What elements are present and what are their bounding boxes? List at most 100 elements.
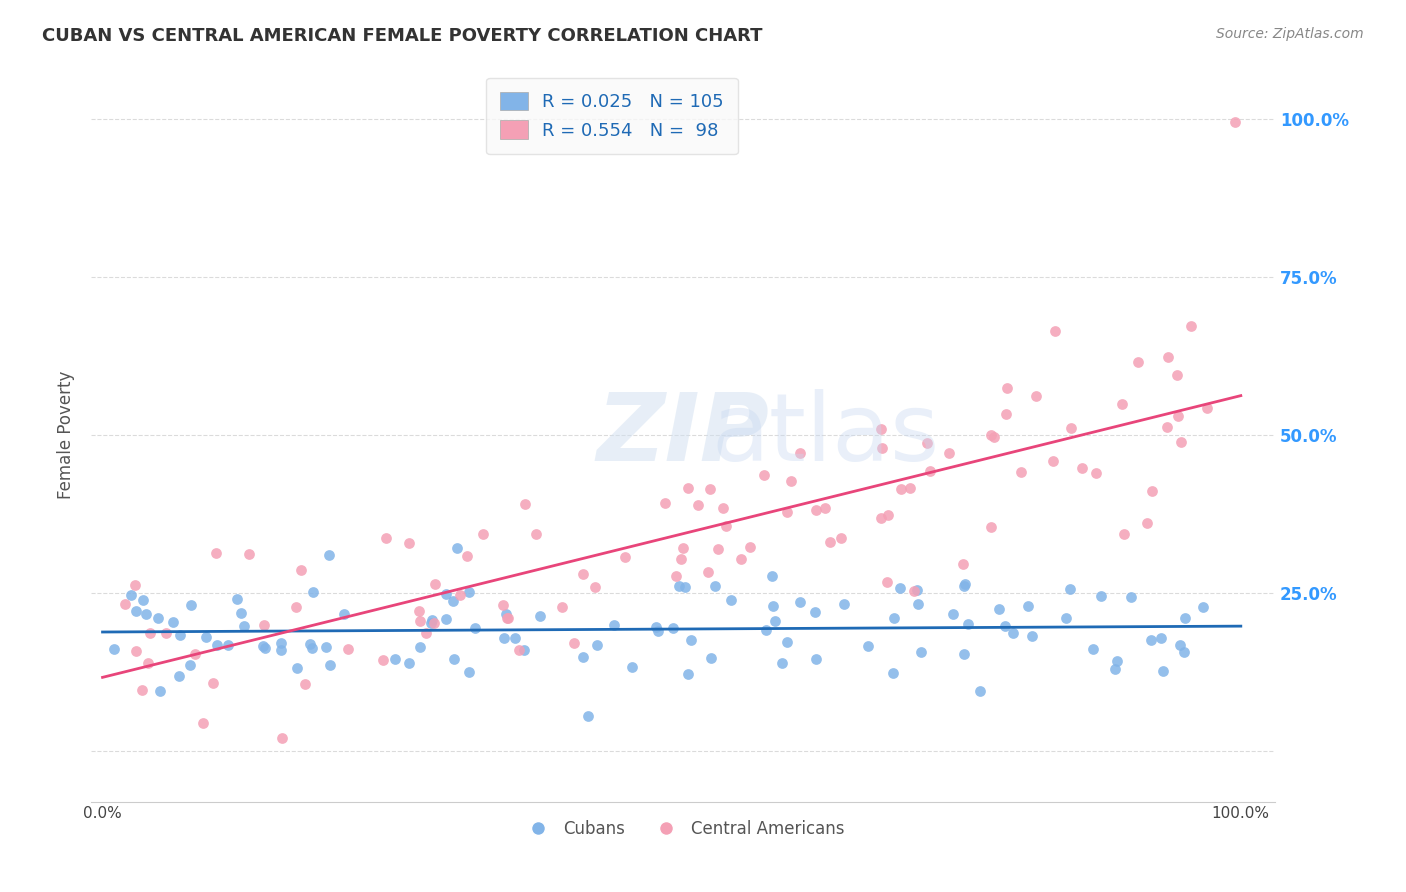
Point	[434, 587, 457, 601]
Point	[995, 407, 1018, 421]
Point	[883, 611, 905, 625]
Point	[1025, 389, 1047, 403]
Point	[1090, 589, 1112, 603]
Point	[668, 579, 690, 593]
Point	[752, 467, 775, 482]
Point	[647, 624, 669, 639]
Point	[458, 665, 481, 680]
Point	[720, 593, 742, 607]
Point	[422, 613, 444, 627]
Point	[408, 604, 430, 618]
Point	[494, 632, 516, 646]
Point	[1107, 654, 1129, 668]
Point	[621, 660, 644, 674]
Point	[252, 639, 274, 653]
Point	[1081, 641, 1104, 656]
Point	[319, 658, 342, 673]
Point	[169, 627, 191, 641]
Point	[409, 614, 432, 628]
Point	[699, 651, 721, 665]
Point	[375, 531, 398, 545]
Point	[217, 638, 239, 652]
Point	[373, 653, 395, 667]
Point	[136, 657, 159, 671]
Point	[1002, 625, 1025, 640]
Point	[980, 520, 1002, 534]
Point	[524, 526, 547, 541]
Point	[201, 675, 224, 690]
Point	[205, 639, 228, 653]
Point	[665, 569, 688, 583]
Point	[1043, 324, 1066, 338]
Point	[952, 557, 974, 571]
Point	[730, 552, 752, 566]
Point	[423, 615, 446, 630]
Point	[832, 597, 855, 611]
Point	[941, 607, 963, 621]
Point	[679, 632, 702, 647]
Point	[876, 508, 898, 522]
Text: atlas: atlas	[711, 389, 939, 481]
Point	[496, 611, 519, 625]
Point	[1157, 351, 1180, 365]
Point	[938, 446, 960, 460]
Point	[270, 636, 292, 650]
Point	[495, 607, 517, 621]
Point	[551, 599, 574, 614]
Point	[315, 640, 337, 655]
Point	[763, 615, 786, 629]
Point	[761, 568, 783, 582]
Point	[772, 657, 794, 671]
Point	[776, 505, 799, 519]
Point	[870, 442, 893, 456]
Point	[762, 599, 785, 613]
Point	[571, 649, 593, 664]
Point	[179, 658, 201, 673]
Point	[1021, 629, 1043, 643]
Point	[301, 640, 323, 655]
Point	[686, 499, 709, 513]
Point	[415, 626, 437, 640]
Point	[125, 644, 148, 658]
Point	[420, 616, 443, 631]
Point	[409, 640, 432, 654]
Point	[671, 552, 693, 566]
Point	[983, 430, 1005, 444]
Point	[585, 638, 607, 652]
Point	[699, 482, 721, 496]
Point	[1136, 516, 1159, 530]
Point	[576, 709, 599, 723]
Point	[1167, 409, 1189, 424]
Point	[513, 643, 536, 657]
Point	[423, 577, 446, 591]
Point	[398, 657, 420, 671]
Point	[125, 604, 148, 618]
Point	[876, 575, 898, 590]
Point	[907, 597, 929, 611]
Point	[1059, 420, 1081, 434]
Point	[318, 549, 340, 563]
Point	[441, 594, 464, 608]
Point	[456, 549, 478, 564]
Point	[572, 567, 595, 582]
Point	[513, 497, 536, 511]
Point	[492, 598, 515, 612]
Point	[955, 576, 977, 591]
Point	[294, 677, 316, 691]
Point	[804, 652, 827, 666]
Point	[713, 500, 735, 515]
Point	[869, 510, 891, 524]
Point	[980, 428, 1002, 442]
Point	[920, 463, 942, 477]
Point	[496, 610, 519, 624]
Point	[472, 527, 495, 541]
Point	[882, 666, 904, 681]
Point	[1042, 453, 1064, 467]
Point	[738, 540, 761, 554]
Point	[813, 501, 835, 516]
Text: Source: ZipAtlas.com: Source: ZipAtlas.com	[1216, 27, 1364, 41]
Point	[225, 591, 247, 606]
Point	[135, 607, 157, 621]
Point	[903, 583, 925, 598]
Point	[195, 630, 218, 644]
